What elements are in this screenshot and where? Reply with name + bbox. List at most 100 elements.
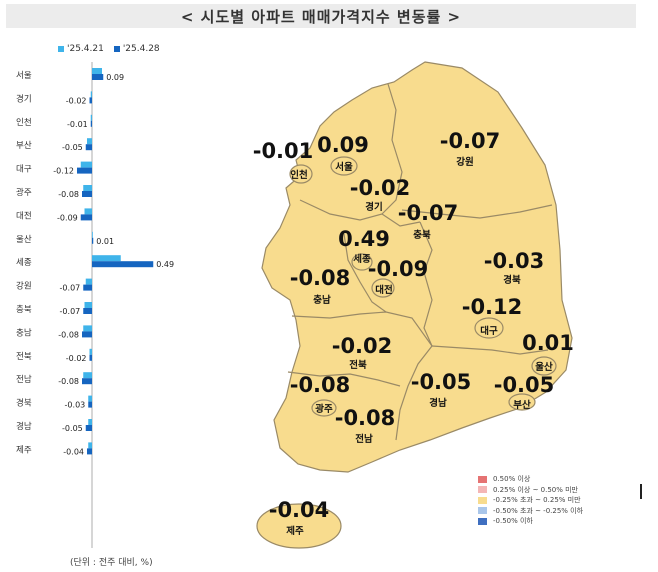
category-label: 전북 xyxy=(16,351,32,362)
bar-prev xyxy=(88,395,92,402)
region-name: 울산 xyxy=(535,361,553,373)
map-legend-item: -0.25% 초과 ~ 0.25% 미만 xyxy=(478,495,583,506)
category-label: 경북 xyxy=(16,398,32,409)
text-cursor xyxy=(640,484,642,499)
data-label: -0.07 xyxy=(60,307,81,316)
bar-curr xyxy=(92,261,154,268)
map-legend-swatch xyxy=(478,475,487,483)
bar-prev xyxy=(90,114,92,121)
region-value: 0.09 xyxy=(317,133,369,157)
map-legend-item: 0.50% 이상 xyxy=(478,474,583,485)
category-label: 대구 xyxy=(16,165,32,175)
busan-shape xyxy=(508,393,536,411)
chart-legend: '25.4.21 '25.4.28 xyxy=(58,44,160,54)
region-value: -0.08 xyxy=(335,406,396,430)
bar-prev xyxy=(89,348,92,355)
category-label: 인천 xyxy=(16,117,32,128)
region-value: 0.01 xyxy=(522,331,574,355)
region-value: -0.05 xyxy=(494,373,555,397)
region-name: 대전 xyxy=(375,284,392,296)
bar-curr xyxy=(92,74,104,80)
bar-curr xyxy=(82,331,92,338)
region-name: 강원 xyxy=(456,156,473,168)
bar-curr xyxy=(85,425,92,431)
bar-chart-panel xyxy=(8,34,186,568)
region-value: 0.49 xyxy=(338,227,390,251)
region-name: 인천 xyxy=(290,170,307,181)
map-legend: 0.50% 이상 0.25% 이상 ~ 0.50% 미만 -0.25% 초과 ~ 0… xyxy=(478,474,583,527)
data-label: -0.01 xyxy=(67,120,88,129)
region-name: 경북 xyxy=(503,274,521,286)
category-label: 서울 xyxy=(16,71,32,81)
region-name: 서울 xyxy=(335,161,353,173)
bar-chart: 서울 0.09 경기 -0.02 인천 -0.01 부산 -0.05 대구 -0.12 광주 -0.0… xyxy=(16,62,174,548)
bar-prev xyxy=(87,138,92,145)
category-label: 대전 xyxy=(16,210,32,221)
bar-prev xyxy=(85,278,92,285)
map-legend-swatch xyxy=(478,486,487,494)
bar-curr xyxy=(77,167,92,174)
bar-curr xyxy=(82,191,92,197)
map-legend-label: -0.25% 초과 ~ 0.25% 미만 xyxy=(493,496,581,505)
bar-prev xyxy=(83,185,92,191)
region-name: 충북 xyxy=(413,229,431,241)
region-name: 제주 xyxy=(286,525,304,537)
data-label: 0.09 xyxy=(106,73,124,82)
bar-prev xyxy=(88,419,92,425)
bar-prev xyxy=(88,442,92,449)
data-label: 0.01 xyxy=(96,237,114,246)
region-value: -0.08 xyxy=(290,266,351,290)
bar-curr xyxy=(83,308,92,314)
border-gangwon-north-chungbuk xyxy=(401,204,553,219)
border-chungnam-chungbuk xyxy=(343,233,387,313)
legend-item-1: '25.4.21 xyxy=(58,44,104,54)
region-name: 경기 xyxy=(365,201,382,213)
map-legend-swatch xyxy=(478,517,487,525)
bar-prev xyxy=(83,372,92,379)
data-label: -0.08 xyxy=(58,190,79,199)
data-label: -0.12 xyxy=(53,167,74,176)
bar-prev xyxy=(84,302,92,308)
incheon-shape xyxy=(289,164,313,184)
region-value: -0.04 xyxy=(269,498,330,522)
data-label: -0.09 xyxy=(57,213,78,222)
page-title: < 시도별 아파트 매매가격지수 변동률 > xyxy=(6,4,636,28)
region-value: -0.02 xyxy=(350,176,411,200)
data-label: -0.02 xyxy=(66,96,87,105)
category-label: 세종 xyxy=(16,258,32,268)
region-value: -0.07 xyxy=(440,129,501,153)
bar-prev xyxy=(92,68,102,74)
data-label: -0.05 xyxy=(62,143,83,152)
jeju-shape xyxy=(256,503,342,549)
data-label: -0.08 xyxy=(58,377,79,386)
region-value: -0.02 xyxy=(332,334,393,358)
ulsan-shape xyxy=(531,356,557,376)
map-legend-label: -0.50% 이하 xyxy=(493,517,533,526)
border-gyeonggi-gangwon xyxy=(381,83,403,215)
legend-label: '25.4.28 xyxy=(122,44,160,54)
data-label: -0.04 xyxy=(63,447,84,456)
border-jeonbuk-gyeongnam xyxy=(395,345,433,441)
unit-note: (단위 : 전주 대비, %) xyxy=(70,558,153,568)
category-label: 경남 xyxy=(16,421,32,432)
legend-swatch xyxy=(113,45,120,52)
bar-curr xyxy=(89,354,92,361)
bar-prev xyxy=(83,325,92,332)
category-label: 충남 xyxy=(16,328,32,338)
category-label: 전남 xyxy=(16,374,32,385)
bar-curr xyxy=(87,448,92,455)
bar-prev xyxy=(92,255,121,262)
border-jeonbuk-jeonnam xyxy=(287,371,401,387)
bar-curr xyxy=(85,144,92,151)
region-value: -0.07 xyxy=(398,201,459,225)
map-legend-label: 0.25% 이상 ~ 0.50% 미만 xyxy=(493,485,579,494)
data-label: -0.05 xyxy=(62,424,83,433)
map-legend-item: -0.50% 이하 xyxy=(478,516,583,527)
data-label: 0.49 xyxy=(156,260,174,269)
legend-label: '25.4.21 xyxy=(67,44,104,54)
data-label: -0.03 xyxy=(65,401,86,410)
daejeon-shape xyxy=(371,278,395,298)
border-gyeongbuk-gyeongnam xyxy=(431,345,549,355)
